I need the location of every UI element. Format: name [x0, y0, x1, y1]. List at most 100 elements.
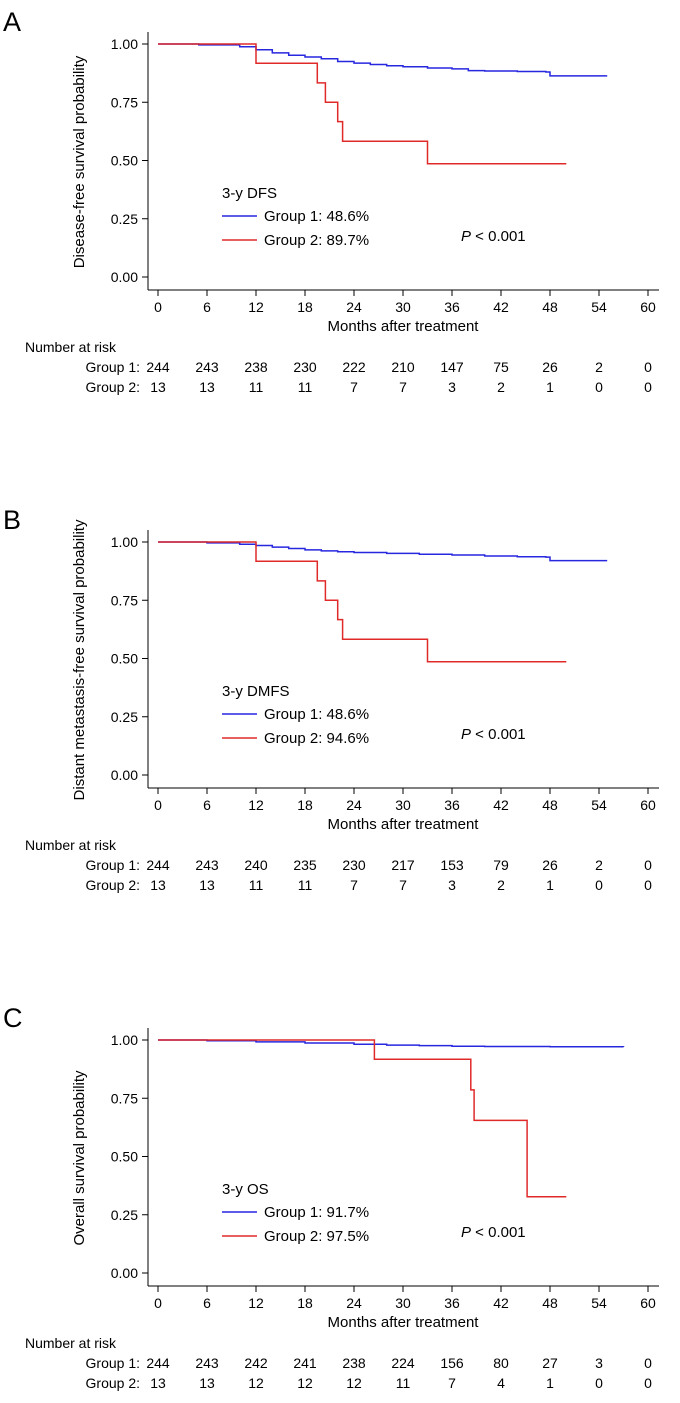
x-tick-label: 0: [154, 797, 162, 813]
x-tick-label: 60: [640, 299, 656, 315]
x-tick-label: 42: [493, 797, 509, 813]
x-tick-label: 36: [444, 1295, 460, 1311]
y-tick-label: 0.50: [111, 651, 138, 667]
risk-count-group-2: 7: [399, 877, 407, 893]
number-at-risk-header: Number at risk: [25, 339, 117, 355]
panel-letter: A: [3, 7, 21, 37]
risk-count-group-2: 3: [448, 877, 456, 893]
x-tick-label: 12: [248, 1295, 264, 1311]
p-symbol: P: [461, 1224, 471, 1241]
x-tick-label: 54: [591, 299, 607, 315]
risk-count-group-2: 11: [249, 379, 264, 395]
legend-title: 3-y DMFS: [222, 683, 290, 700]
risk-count-group-1: 217: [391, 857, 415, 873]
risk-row-label-group-1: Group 1:: [86, 1355, 140, 1371]
risk-count-group-2: 0: [644, 379, 652, 395]
risk-count-group-2: 0: [595, 379, 603, 395]
y-tick-label: 0.00: [111, 767, 138, 783]
x-tick-label: 6: [203, 797, 211, 813]
risk-count-group-1: 244: [146, 857, 170, 873]
x-tick-label: 36: [444, 299, 460, 315]
risk-count-group-2: 7: [350, 379, 358, 395]
y-tick-label: 0.50: [111, 1149, 138, 1165]
y-tick-label: 0.00: [111, 1265, 138, 1281]
number-at-risk-header: Number at risk: [25, 1335, 117, 1351]
p-value: < 0.001: [471, 726, 526, 743]
y-tick-label: 0.75: [111, 1090, 138, 1106]
risk-count-group-1: 153: [440, 857, 464, 873]
series-line-group-2: [158, 1039, 567, 1198]
risk-count-group-1: 0: [644, 359, 652, 375]
legend-label-group-2: Group 2: 94.6%: [264, 730, 369, 747]
y-axis-title: Disease-free survival probability: [71, 55, 88, 268]
y-tick-label: 0.25: [111, 1207, 138, 1223]
risk-count-group-1: 240: [244, 857, 268, 873]
x-tick-label: 6: [203, 299, 211, 315]
legend-title: 3-y DFS: [222, 185, 277, 202]
risk-count-group-1: 0: [644, 1355, 652, 1371]
risk-count-group-1: 242: [244, 1355, 268, 1371]
risk-count-group-2: 2: [497, 379, 505, 395]
legend-label-group-2: Group 2: 89.7%: [264, 232, 369, 249]
x-tick-label: 48: [542, 797, 558, 813]
risk-count-group-2: 0: [644, 1375, 652, 1391]
risk-count-group-1: 75: [493, 359, 509, 375]
risk-count-group-2: 7: [350, 877, 358, 893]
legend-label-group-2: Group 2: 97.5%: [264, 1228, 369, 1245]
panel-letter: B: [3, 505, 21, 535]
risk-row-label-group-1: Group 1:: [86, 857, 140, 873]
y-tick-label: 0.25: [111, 211, 138, 227]
risk-count-group-2: 3: [448, 379, 456, 395]
series-line-group-1: [158, 541, 608, 562]
risk-count-group-2: 13: [150, 1375, 166, 1391]
x-tick-label: 18: [297, 797, 313, 813]
risk-count-group-2: 0: [595, 1375, 603, 1391]
risk-count-group-2: 12: [346, 1375, 362, 1391]
x-tick-label: 48: [542, 1295, 558, 1311]
x-tick-label: 0: [154, 299, 162, 315]
risk-count-group-1: 80: [493, 1355, 509, 1371]
x-tick-label: 30: [395, 797, 411, 813]
x-tick-label: 36: [444, 797, 460, 813]
panel-a: A0.000.250.500.751.000 6 12 18 24 30 36 42 48 54 6…: [3, 7, 659, 395]
risk-count-group-1: 238: [244, 359, 268, 375]
risk-count-group-1: 244: [146, 1355, 170, 1371]
risk-count-group-2: 11: [249, 877, 264, 893]
risk-count-group-1: 147: [440, 359, 464, 375]
p-symbol: P: [461, 726, 471, 743]
risk-count-group-2: 12: [248, 1375, 264, 1391]
y-tick-label: 1.00: [111, 36, 138, 52]
risk-count-group-2: 13: [199, 877, 215, 893]
x-axis-title: Months after treatment: [328, 1314, 480, 1331]
legend-label-group-1: Group 1: 48.6%: [264, 706, 369, 723]
p-value: < 0.001: [471, 1224, 526, 1241]
y-axis-title: Overall survival probability: [71, 1070, 88, 1246]
x-tick-label: 60: [640, 797, 656, 813]
risk-count-group-2: 7: [399, 379, 407, 395]
risk-count-group-1: 243: [195, 359, 219, 375]
y-tick-label: 0.75: [111, 94, 138, 110]
risk-count-group-2: 12: [297, 1375, 313, 1391]
x-tick-label: 12: [248, 299, 264, 315]
x-tick-label: 12: [248, 797, 264, 813]
risk-count-group-2: 13: [199, 1375, 215, 1391]
risk-count-group-1: 235: [293, 857, 317, 873]
risk-count-group-1: 3: [595, 1355, 603, 1371]
legend-label-group-1: Group 1: 48.6%: [264, 208, 369, 225]
series-line-group-2: [158, 541, 567, 663]
x-axis-title: Months after treatment: [328, 318, 480, 335]
risk-count-group-1: 26: [542, 359, 558, 375]
risk-count-group-2: 1: [546, 877, 554, 893]
number-at-risk-header: Number at risk: [25, 837, 117, 853]
p-symbol: P: [461, 228, 471, 245]
y-tick-label: 0.50: [111, 153, 138, 169]
risk-count-group-2: 0: [595, 877, 603, 893]
x-tick-label: 60: [640, 1295, 656, 1311]
risk-count-group-1: 241: [293, 1355, 317, 1371]
y-tick-label: 1.00: [111, 534, 138, 550]
x-tick-label: 6: [203, 1295, 211, 1311]
x-tick-label: 24: [346, 797, 362, 813]
risk-row-label-group-1: Group 1:: [86, 359, 140, 375]
panel-b: B0.000.250.500.751.000 6 12 18 24 30 36 42 48 54 6…: [3, 505, 659, 893]
x-tick-label: 48: [542, 299, 558, 315]
